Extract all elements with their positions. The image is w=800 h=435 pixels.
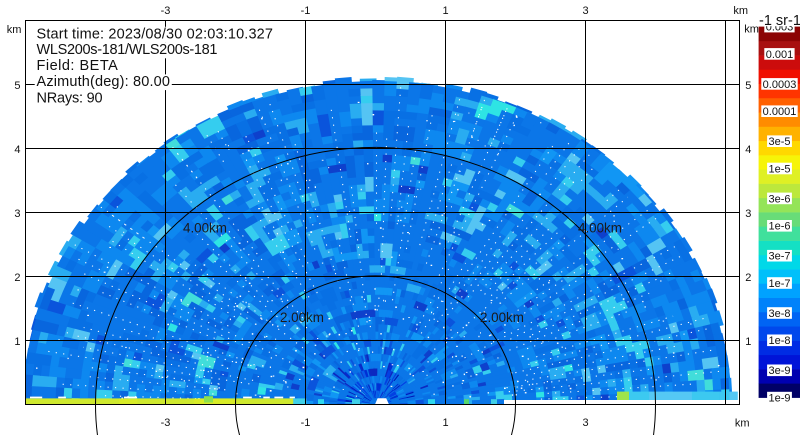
svg-text:3: 3 [14,208,20,220]
svg-text:WLS200s-181/WLS200s-181: WLS200s-181/WLS200s-181 [37,42,218,58]
svg-text:4: 4 [14,144,20,156]
svg-text:3: 3 [582,5,588,17]
svg-text:1: 1 [442,5,448,17]
svg-text:3e-5: 3e-5 [768,136,790,148]
svg-text:3: 3 [582,417,588,429]
svg-text:5: 5 [745,80,751,92]
svg-text:2: 2 [14,272,20,284]
svg-text:1e-8: 1e-8 [768,335,790,347]
svg-text:2: 2 [745,272,751,284]
svg-text:4.00km: 4.00km [183,221,227,236]
svg-text:2.00km: 2.00km [480,310,524,325]
svg-text:5: 5 [14,80,20,92]
svg-text:0.0003: 0.0003 [763,79,797,91]
svg-text:km: km [735,418,750,430]
svg-text:-1: -1 [301,417,311,429]
svg-text:-3: -3 [161,5,171,17]
svg-text:-1: -1 [301,5,311,17]
svg-text:-3: -3 [161,417,171,429]
svg-text:-1 sr-1: -1 sr-1 [759,13,800,29]
svg-text:1: 1 [14,336,20,348]
svg-text:1e-5: 1e-5 [768,163,790,175]
svg-text:1: 1 [745,336,751,348]
svg-text:1e-9: 1e-9 [768,393,790,405]
svg-text:km: km [744,24,759,36]
svg-text:3e-9: 3e-9 [768,365,790,377]
svg-text:NRays: 90: NRays: 90 [37,90,103,106]
svg-text:4: 4 [745,144,751,156]
svg-text:1e-7: 1e-7 [768,278,790,290]
svg-text:0.0001: 0.0001 [763,106,797,118]
svg-text:km: km [7,24,22,36]
svg-text:4.00km: 4.00km [578,221,622,236]
svg-text:3e-6: 3e-6 [768,193,790,205]
svg-text:3: 3 [745,208,751,220]
svg-text:km: km [733,5,748,17]
svg-text:2.00km: 2.00km [280,310,324,325]
svg-text:Field: BETA: Field: BETA [37,58,119,74]
svg-text:3e-7: 3e-7 [768,251,790,263]
svg-text:Start time: 2023/08/30 02:03:1: Start time: 2023/08/30 02:03:10.327 [37,26,274,42]
svg-text:0.001: 0.001 [766,49,794,61]
svg-text:3e-8: 3e-8 [768,308,790,320]
svg-text:1: 1 [442,417,448,429]
svg-text:Azimuth(deg): 80.00: Azimuth(deg): 80.00 [37,74,171,90]
svg-text:1e-6: 1e-6 [768,221,790,233]
